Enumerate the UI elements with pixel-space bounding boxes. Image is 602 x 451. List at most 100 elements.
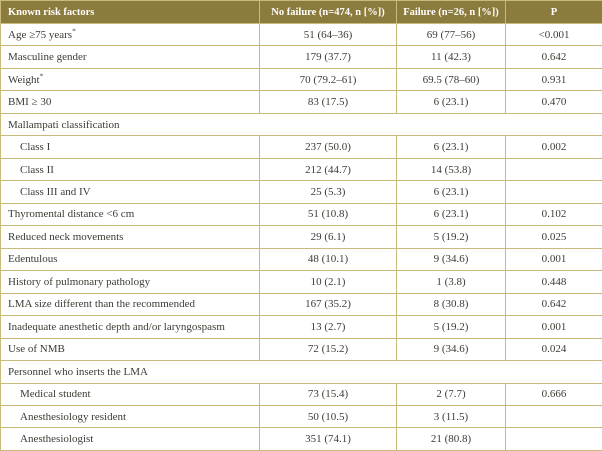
footnote-marker: * [39,71,44,81]
row-label: Anesthesiology resident [0,404,260,429]
row-label: Anesthesiologist [0,427,260,451]
failure-value: 6 (23.1) [396,202,506,227]
table-row: BMI ≥ 30 83 (17.5) 6 (23.1) 0.470 [0,90,602,114]
table-row: Edentulous 48 (10.1) 9 (34.6) 0.001 [0,247,602,272]
table-row: Class I 237 (50.0) 6 (23.1) 0.002 [0,135,602,159]
p-value: 0.001 [505,315,602,339]
failure-value: 5 (19.2) [396,225,506,249]
no-failure-value: 83 (17.5) [259,90,397,114]
p-value [505,180,602,204]
p-value: 0.470 [505,90,602,114]
p-value [505,404,602,429]
failure-value: 6 (23.1) [396,90,506,114]
row-label: Weight* [0,67,260,92]
table-body: Age ≥75 years* 51 (64–36) 69 (77–56) <0.001… [0,22,602,451]
failure-value: 6 (23.1) [396,135,506,159]
no-failure-value: 212 (44.7) [259,157,397,182]
failure-value: 14 (53.8) [396,157,506,182]
table-header: Known risk factors No failure (n=474, n … [0,0,602,24]
no-failure-value: 48 (10.1) [259,247,397,272]
no-failure-value: 50 (10.5) [259,404,397,429]
p-value: 0.025 [505,225,602,249]
table-row: Class III and IV 25 (5.3) 6 (23.1) [0,180,602,204]
no-failure-value: 70 (79.2–61) [259,67,397,92]
no-failure-value: 73 (15.4) [259,382,397,406]
failure-value: 9 (34.6) [396,337,506,362]
failure-value: 69.5 (78–60) [396,67,506,92]
row-label: Age ≥75 years* [0,22,260,47]
table-row: Thyromental distance <6 cm 51 (10.8) 6 (23… [0,202,602,227]
section-row: Mallampati classification [0,112,602,137]
col-header-known-risk-factors: Known risk factors [0,0,260,24]
no-failure-value: 29 (6.1) [259,225,397,249]
p-value: 0.024 [505,337,602,362]
no-failure-value: 51 (64–36) [259,22,397,47]
header-row: Known risk factors No failure (n=474, n … [0,0,602,24]
failure-value: 2 (7.7) [396,382,506,406]
row-label: Thyromental distance <6 cm [0,202,260,227]
table-row: Class II 212 (44.7) 14 (53.8) [0,157,602,182]
section-row: Personnel who inserts the LMA [0,360,602,384]
row-label: Medical student [0,382,260,406]
table-row: Anesthesiology resident 50 (10.5) 3 (11.5) [0,404,602,429]
p-value: 0.448 [505,270,602,294]
table-row: Use of NMB 72 (15.2) 9 (34.6) 0.024 [0,337,602,362]
no-failure-value: 25 (5.3) [259,180,397,204]
row-label: Edentulous [0,247,260,272]
p-value [505,427,602,451]
row-label: Class III and IV [0,180,260,204]
table-row: Anesthesiologist 351 (74.1) 21 (80.8) [0,427,602,451]
p-value: 0.001 [505,247,602,272]
p-value: 0.102 [505,202,602,227]
row-label: Reduced neck movements [0,225,260,249]
no-failure-value: 179 (37.7) [259,45,397,69]
p-value [505,157,602,182]
row-label: Masculine gender [0,45,260,69]
table-row: Age ≥75 years* 51 (64–36) 69 (77–56) <0.001 [0,22,602,47]
no-failure-value: 51 (10.8) [259,202,397,227]
no-failure-value: 13 (2.7) [259,315,397,339]
no-failure-value: 351 (74.1) [259,427,397,451]
footnote-marker: * [72,26,76,36]
failure-value: 11 (42.3) [396,45,506,69]
table-row: LMA size different than the recommended 1… [0,292,602,317]
p-value: 0.931 [505,67,602,92]
row-label: Class I [0,135,260,159]
p-value: 0.642 [505,292,602,317]
row-label: LMA size different than the recommended [0,292,260,317]
table-row: Reduced neck movements 29 (6.1) 5 (19.2) 0.… [0,225,602,249]
p-value: <0.001 [505,22,602,47]
no-failure-value: 167 (35.2) [259,292,397,317]
row-label: History of pulmonary pathology [0,270,260,294]
failure-value: 6 (23.1) [396,180,506,204]
table-row: Inadequate anesthetic depth and/or laryn… [0,315,602,339]
table-row: Medical student 73 (15.4) 2 (7.7) 0.666 [0,382,602,406]
col-header-no-failure: No failure (n=474, n [%]) [259,0,397,24]
failure-value: 3 (11.5) [396,404,506,429]
row-label: Inadequate anesthetic depth and/or laryn… [0,315,260,339]
p-value: 0.002 [505,135,602,159]
failure-value: 8 (30.8) [396,292,506,317]
table-row: Masculine gender 179 (37.7) 11 (42.3) 0.642 [0,45,602,69]
table-row: Weight* 70 (79.2–61) 69.5 (78–60) 0.931 [0,67,602,92]
no-failure-value: 237 (50.0) [259,135,397,159]
p-value: 0.666 [505,382,602,406]
section-label: Personnel who inserts the LMA [0,360,602,384]
row-label: Use of NMB [0,337,260,362]
no-failure-value: 72 (15.2) [259,337,397,362]
no-failure-value: 10 (2.1) [259,270,397,294]
table-row: History of pulmonary pathology 10 (2.1) 1 … [0,270,602,294]
p-value: 0.642 [505,45,602,69]
failure-value: 9 (34.6) [396,247,506,272]
failure-value: 21 (80.8) [396,427,506,451]
failure-value: 1 (3.8) [396,270,506,294]
failure-value: 5 (19.2) [396,315,506,339]
row-label: Class II [0,157,260,182]
failure-value: 69 (77–56) [396,22,506,47]
row-label: BMI ≥ 30 [0,90,260,114]
col-header-p: P [505,0,602,24]
section-label: Mallampati classification [0,112,602,137]
col-header-failure: Failure (n=26, n [%]) [396,0,506,24]
